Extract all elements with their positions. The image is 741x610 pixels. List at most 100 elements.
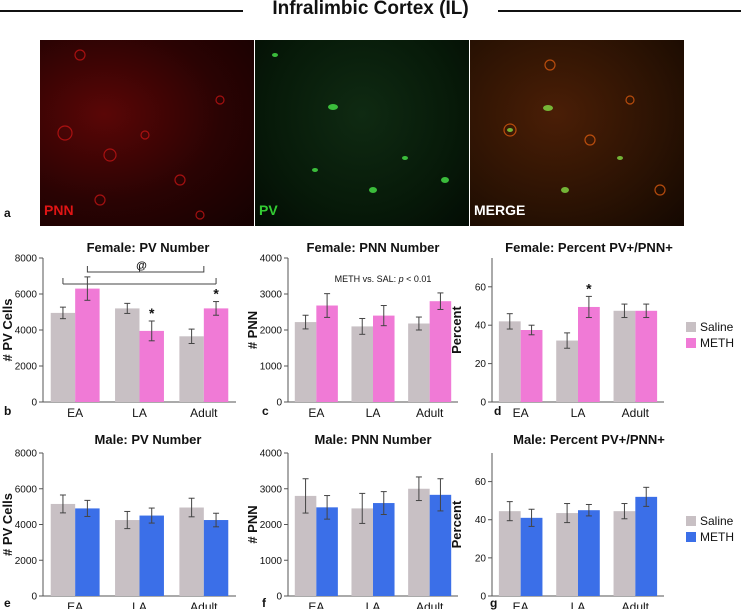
y-tick-label-d: 40 (475, 321, 487, 332)
y-tick-label-d: 20 (475, 359, 487, 370)
x-tick-label-d: LA (571, 406, 586, 420)
panel-letter-g: g (490, 596, 498, 610)
y-tick-label-d: 0 (480, 398, 486, 409)
x-tick-label-b: Adult (190, 406, 218, 420)
panel-letter-d: d (494, 404, 502, 418)
y-tick-label-e: 2000 (15, 556, 38, 567)
legend-swatch-male-saline (686, 516, 696, 526)
legend-label-female-meth: METH (700, 336, 734, 350)
bar-d-saline-ea (498, 321, 521, 402)
micrograph-label-pnn: PNN (44, 202, 74, 218)
y-tick-label-g: 60 (475, 477, 487, 488)
y-tick-label-f: 3000 (260, 484, 283, 495)
x-tick-label-e: LA (132, 600, 147, 609)
bar-b-meth-la (139, 330, 164, 402)
chart-title-e: Male: PV Number (95, 432, 202, 447)
significance-star-d: * (586, 280, 592, 296)
chart-title-f: Male: PNN Number (314, 432, 431, 447)
pv-cells-image (272, 53, 449, 193)
x-tick-label-c: Adult (416, 406, 444, 420)
bar-c-meth-ea (316, 305, 338, 402)
x-tick-label-f: Adult (416, 600, 444, 609)
significance-star-b: * (213, 286, 219, 302)
legend-swatch-female-saline (686, 322, 696, 332)
bar-g-meth-adult (635, 496, 658, 596)
micrograph-label-pv: PV (259, 202, 278, 218)
y-tick-label-f: 1000 (260, 556, 283, 567)
bar-f-meth-la (373, 503, 395, 596)
y-tick-label-g: 0 (480, 592, 486, 603)
title-rule-left (0, 10, 243, 12)
x-tick-label-b: LA (132, 406, 147, 420)
y-tick-label-f: 4000 (260, 449, 283, 460)
significance-bracket-b (86, 266, 205, 273)
x-tick-label-d: EA (513, 406, 529, 420)
y-tick-label-e: 6000 (15, 484, 38, 495)
x-tick-label-b: EA (67, 406, 83, 420)
y-tick-label-b: 8000 (15, 254, 38, 265)
bar-e-saline-la (115, 520, 140, 596)
legend-swatch-male-meth (686, 532, 696, 542)
bar-d-meth-la (578, 306, 600, 402)
y-axis-label-f: # PNN (245, 505, 260, 543)
bar-e-saline-adult (179, 507, 204, 596)
bar-e-meth-adult (203, 520, 229, 596)
bar-c-meth-la (373, 315, 395, 402)
y-tick-label-g: 20 (475, 553, 487, 564)
x-tick-label-c: EA (308, 406, 324, 420)
y-tick-label-b: 0 (31, 398, 37, 409)
bar-b-meth-ea (75, 288, 100, 402)
bar-c-meth-adult (429, 301, 452, 402)
x-tick-label-c: LA (366, 406, 381, 420)
bar-c-saline-ea (294, 322, 317, 402)
y-tick-label-f: 0 (276, 592, 282, 603)
stat-note-c: METH vs. SAL: p < 0.01 (335, 274, 432, 284)
y-axis-label-g: Percent (449, 500, 464, 548)
bar-d-meth-adult (635, 310, 658, 402)
bar-d-saline-la (556, 340, 578, 402)
y-tick-label-b: 2000 (15, 362, 38, 373)
legend-label-female-saline: Saline (700, 320, 734, 334)
y-tick-label-d: 60 (475, 282, 487, 293)
legend-swatch-female-meth (686, 338, 696, 348)
bar-g-saline-ea (498, 511, 521, 596)
micrograph-pnn: PNN (40, 40, 254, 226)
x-tick-label-e: Adult (190, 600, 218, 609)
x-tick-label-e: EA (67, 600, 83, 609)
y-axis-label-c: # PNN (245, 311, 260, 349)
bar-g-meth-la (578, 510, 600, 596)
bar-d-saline-adult (613, 310, 636, 402)
bar-c-saline-adult (408, 323, 430, 402)
panel-letter-a: a (4, 206, 11, 220)
significance-bracket-b (62, 278, 217, 284)
chart-title-b: Female: PV Number (87, 240, 210, 255)
x-tick-label-g: LA (571, 600, 586, 609)
bar-f-saline-ea (294, 495, 317, 596)
x-tick-label-d: Adult (622, 406, 650, 420)
micrograph-merge: MERGE (470, 40, 684, 226)
y-tick-label-c: 4000 (260, 254, 283, 265)
merge-cells-image (503, 59, 666, 196)
bar-c-saline-la (351, 326, 373, 402)
micrograph-label-merge: MERGE (474, 202, 526, 218)
x-tick-label-g: Adult (622, 600, 650, 609)
x-tick-label-g: EA (513, 600, 529, 609)
y-axis-label-e: # PV Cells (0, 493, 15, 556)
bar-b-saline-adult (179, 336, 204, 402)
panel-letter-c: c (262, 404, 269, 418)
y-tick-label-b: 4000 (15, 326, 38, 337)
y-tick-label-e: 8000 (15, 449, 38, 460)
bar-f-meth-ea (316, 507, 338, 596)
chart-title-d: Female: Percent PV+/PNN+ (505, 240, 673, 255)
y-axis-label-d: Percent (449, 305, 464, 353)
bar-g-saline-adult (613, 511, 636, 596)
chart-title-g: Male: Percent PV+/PNN+ (513, 432, 665, 447)
panel-letter-f: f (262, 596, 266, 610)
bar-g-meth-ea (520, 517, 543, 596)
y-tick-label-c: 1000 (260, 362, 283, 373)
y-tick-label-e: 0 (31, 592, 37, 603)
micrograph-pv: PV (255, 40, 469, 226)
bar-e-saline-ea (50, 503, 76, 596)
x-tick-label-f: LA (366, 600, 381, 609)
